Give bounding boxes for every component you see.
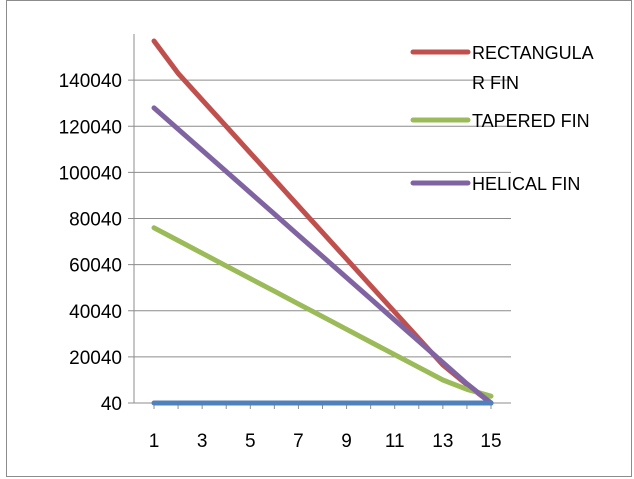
y-tick-label: 60040 [69, 256, 122, 277]
y-tick-label: 40 [101, 394, 122, 415]
x-tick-label: 7 [293, 431, 304, 452]
series-line-2 [151, 225, 494, 399]
chart-frame [6, 0, 632, 477]
x-tick-label: 11 [385, 431, 405, 452]
series-line-3 [151, 105, 494, 406]
y-tick-label: 80040 [69, 210, 122, 231]
series-layer [151, 38, 494, 406]
y-tick-label: 120040 [59, 117, 122, 138]
axis-layer: 40 20040 40040 60040 80040 100040 120040 140040… [59, 34, 511, 452]
legend-label: R FIN [472, 73, 519, 93]
y-tick-label: 20040 [69, 348, 122, 369]
legend: RECTANGULA R FIN TAPERED FIN HELICAL FIN [410, 43, 594, 194]
y-tick-label: 140040 [59, 71, 122, 92]
legend-label: HELICAL FIN [472, 174, 580, 194]
x-tick-label: 5 [245, 431, 256, 452]
y-tick-label: 40040 [69, 302, 122, 323]
x-tick-label: 15 [480, 431, 501, 452]
x-tick-label: 3 [197, 431, 208, 452]
x-tick-label: 13 [432, 431, 453, 452]
grid-layer [134, 79, 511, 358]
legend-label: RECTANGULA [472, 43, 594, 63]
x-tick-label: 9 [341, 431, 352, 452]
x-tick-label: 1 [149, 431, 160, 452]
y-tick-label: 100040 [59, 163, 122, 184]
legend-label: TAPERED FIN [472, 111, 590, 131]
series-line-1 [151, 38, 494, 406]
